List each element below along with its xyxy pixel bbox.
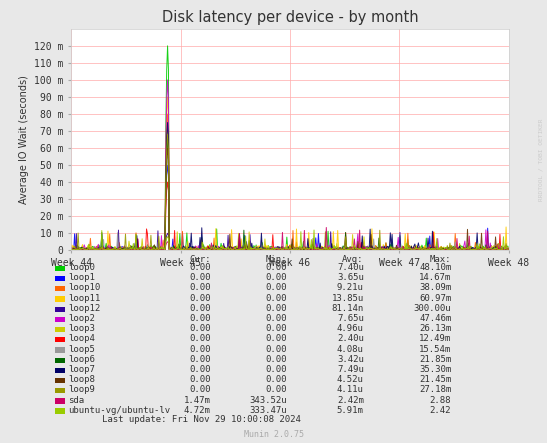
Text: Cur:: Cur: xyxy=(189,255,211,264)
Text: 0.00: 0.00 xyxy=(266,334,287,343)
Text: 0.00: 0.00 xyxy=(189,304,211,313)
Text: sda: sda xyxy=(68,396,84,404)
Text: Min:: Min: xyxy=(266,255,287,264)
Text: 4.08u: 4.08u xyxy=(337,345,364,354)
Text: 5.91m: 5.91m xyxy=(337,406,364,415)
Text: Last update: Fri Nov 29 10:00:08 2024: Last update: Fri Nov 29 10:00:08 2024 xyxy=(102,415,301,424)
Text: 2.88: 2.88 xyxy=(430,396,451,404)
Text: 0.00: 0.00 xyxy=(266,365,287,374)
Text: loop3: loop3 xyxy=(68,324,95,333)
Text: loop10: loop10 xyxy=(68,284,101,292)
Text: 21.85m: 21.85m xyxy=(419,355,451,364)
Text: loop2: loop2 xyxy=(68,314,95,323)
Text: 9.21u: 9.21u xyxy=(337,284,364,292)
Text: 7.40u: 7.40u xyxy=(337,263,364,272)
Text: 2.42: 2.42 xyxy=(430,406,451,415)
Text: 0.00: 0.00 xyxy=(266,355,287,364)
Text: 35.30m: 35.30m xyxy=(419,365,451,374)
Text: 300.00u: 300.00u xyxy=(414,304,451,313)
Text: loop7: loop7 xyxy=(68,365,95,374)
Text: 0.00: 0.00 xyxy=(266,324,287,333)
Text: 7.65u: 7.65u xyxy=(337,314,364,323)
Text: 0.00: 0.00 xyxy=(189,365,211,374)
Text: 343.52u: 343.52u xyxy=(249,396,287,404)
Text: RRDTOOL / TOBI OETIKER: RRDTOOL / TOBI OETIKER xyxy=(538,118,543,201)
Text: 0.00: 0.00 xyxy=(266,345,287,354)
Text: loop11: loop11 xyxy=(68,294,101,303)
Text: 47.46m: 47.46m xyxy=(419,314,451,323)
Text: 0.00: 0.00 xyxy=(189,375,211,384)
Text: 2.40u: 2.40u xyxy=(337,334,364,343)
Title: Disk latency per device - by month: Disk latency per device - by month xyxy=(161,10,418,25)
Text: 26.13m: 26.13m xyxy=(419,324,451,333)
Text: 0.00: 0.00 xyxy=(189,314,211,323)
Text: 0.00: 0.00 xyxy=(266,273,287,282)
Text: 0.00: 0.00 xyxy=(266,304,287,313)
Text: 13.85u: 13.85u xyxy=(331,294,364,303)
Text: Munin 2.0.75: Munin 2.0.75 xyxy=(243,431,304,439)
Text: 3.42u: 3.42u xyxy=(337,355,364,364)
Text: 60.97m: 60.97m xyxy=(419,294,451,303)
Text: 0.00: 0.00 xyxy=(266,263,287,272)
Text: loop0: loop0 xyxy=(68,263,95,272)
Text: loop9: loop9 xyxy=(68,385,95,394)
Text: 38.09m: 38.09m xyxy=(419,284,451,292)
Text: 14.67m: 14.67m xyxy=(419,273,451,282)
Text: 0.00: 0.00 xyxy=(189,273,211,282)
Text: 0.00: 0.00 xyxy=(189,345,211,354)
Text: loop4: loop4 xyxy=(68,334,95,343)
Text: 4.72m: 4.72m xyxy=(184,406,211,415)
Text: 4.11u: 4.11u xyxy=(337,385,364,394)
Text: 0.00: 0.00 xyxy=(189,385,211,394)
Text: 0.00: 0.00 xyxy=(266,284,287,292)
Text: 0.00: 0.00 xyxy=(189,263,211,272)
Text: ubuntu-vg/ubuntu-lv: ubuntu-vg/ubuntu-lv xyxy=(68,406,171,415)
Text: 0.00: 0.00 xyxy=(266,385,287,394)
Text: 15.54m: 15.54m xyxy=(419,345,451,354)
Text: Max:: Max: xyxy=(430,255,451,264)
Text: Avg:: Avg: xyxy=(342,255,364,264)
Text: 0.00: 0.00 xyxy=(189,284,211,292)
Text: 48.10m: 48.10m xyxy=(419,263,451,272)
Text: 1.47m: 1.47m xyxy=(184,396,211,404)
Text: loop5: loop5 xyxy=(68,345,95,354)
Text: loop1: loop1 xyxy=(68,273,95,282)
Text: 0.00: 0.00 xyxy=(189,355,211,364)
Text: 0.00: 0.00 xyxy=(266,294,287,303)
Text: 0.00: 0.00 xyxy=(189,324,211,333)
Text: 27.18m: 27.18m xyxy=(419,385,451,394)
Text: 3.65u: 3.65u xyxy=(337,273,364,282)
Text: 7.49u: 7.49u xyxy=(337,365,364,374)
Text: 4.52u: 4.52u xyxy=(337,375,364,384)
Y-axis label: Average IO Wait (seconds): Average IO Wait (seconds) xyxy=(19,75,28,204)
Text: 333.47u: 333.47u xyxy=(249,406,287,415)
Text: 4.96u: 4.96u xyxy=(337,324,364,333)
Text: 0.00: 0.00 xyxy=(266,375,287,384)
Text: 21.45m: 21.45m xyxy=(419,375,451,384)
Text: 81.14n: 81.14n xyxy=(331,304,364,313)
Text: 2.42m: 2.42m xyxy=(337,396,364,404)
Text: 0.00: 0.00 xyxy=(266,314,287,323)
Text: loop8: loop8 xyxy=(68,375,95,384)
Text: 0.00: 0.00 xyxy=(189,294,211,303)
Text: loop6: loop6 xyxy=(68,355,95,364)
Text: loop12: loop12 xyxy=(68,304,101,313)
Text: 0.00: 0.00 xyxy=(189,334,211,343)
Text: 12.49m: 12.49m xyxy=(419,334,451,343)
